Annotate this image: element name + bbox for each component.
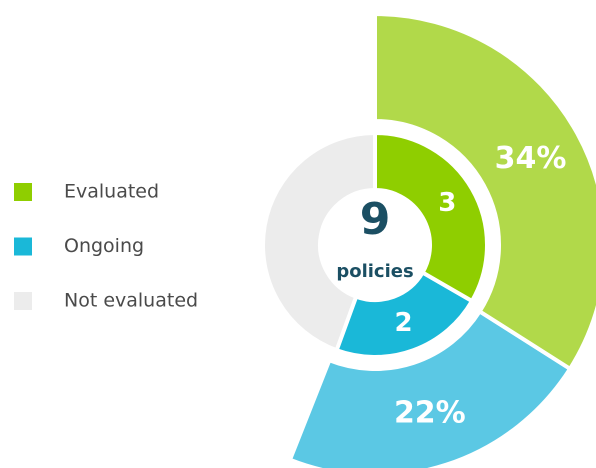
- legend-label: Not evaluated: [64, 290, 198, 312]
- value-label: 2: [395, 308, 413, 338]
- donut-segment: [373, 11, 596, 372]
- donut-segment: [334, 269, 475, 359]
- donut-segment: [261, 130, 377, 353]
- legend-label: Ongoing: [64, 235, 144, 257]
- center-total: 9: [360, 194, 391, 245]
- value-label: 34%: [495, 141, 567, 176]
- value-label: 3: [438, 188, 456, 218]
- legend-label: Evaluated: [64, 181, 159, 203]
- legend-swatch: [14, 183, 32, 201]
- legend-swatch: [14, 237, 32, 256]
- donut-segment: [287, 308, 573, 468]
- legend-swatch: [14, 292, 32, 310]
- donut-segment: [373, 130, 489, 304]
- value-label: 22%: [394, 395, 466, 430]
- center-label: policies: [336, 261, 413, 282]
